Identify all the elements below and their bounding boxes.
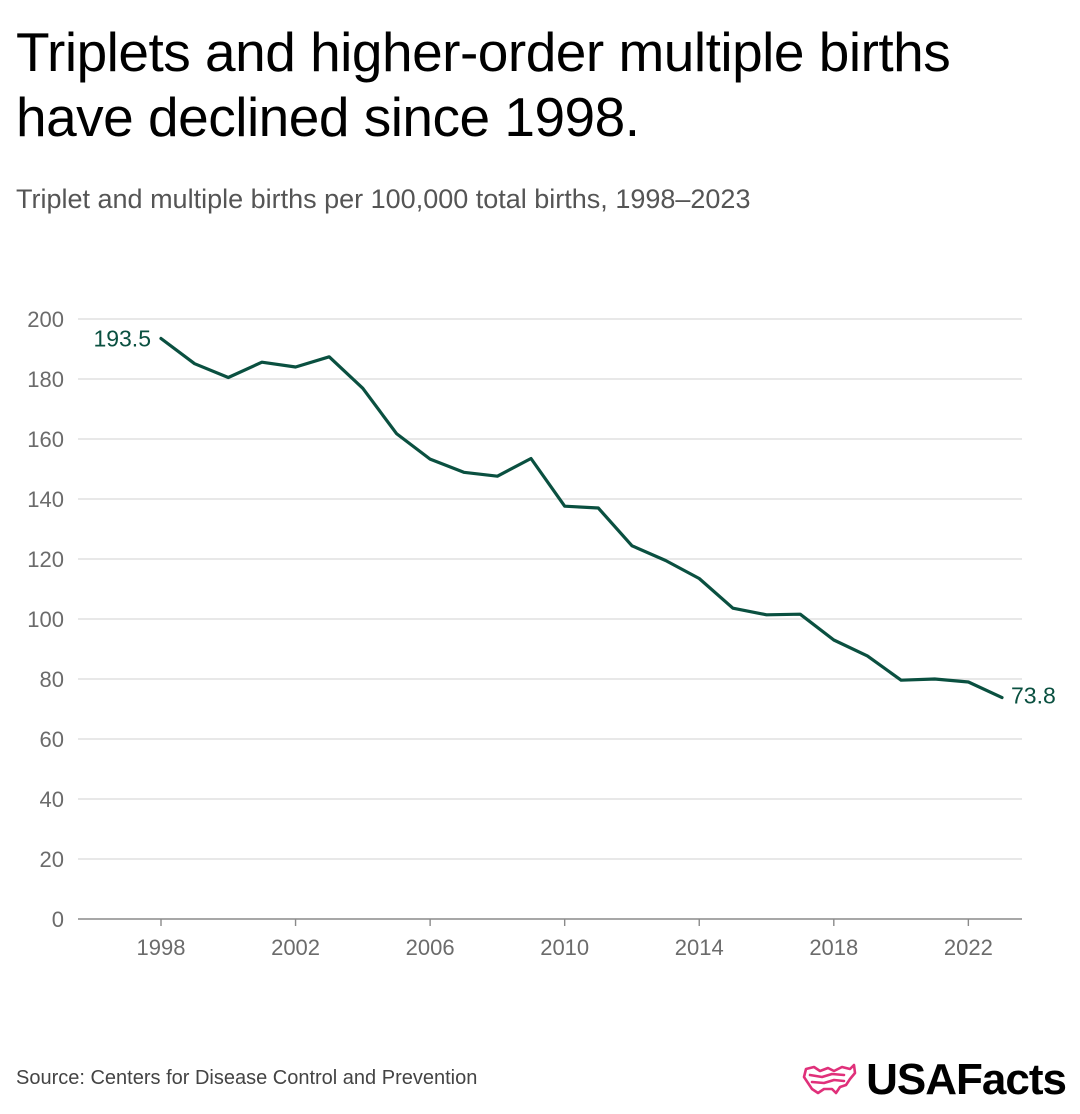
x-tick-label: 1998 — [137, 935, 186, 960]
y-tick-label: 20 — [40, 847, 64, 872]
x-tick-label: 2006 — [406, 935, 455, 960]
x-tick-label: 2014 — [675, 935, 724, 960]
y-tick-label: 200 — [27, 307, 64, 332]
brand-name: USAFacts — [866, 1055, 1067, 1104]
x-tick-label: 2010 — [540, 935, 589, 960]
y-tick-label: 100 — [27, 607, 64, 632]
y-tick-label: 0 — [52, 907, 64, 932]
line-chart: 0 20 40 60 80 100 120 140 160 180 200 1998 2002 2006 2… — [27, 307, 1056, 960]
x-tick-label: 2002 — [271, 935, 320, 960]
y-tick-label: 120 — [27, 547, 64, 572]
brand-logo: USAFacts — [800, 1052, 1067, 1108]
y-tick-label: 60 — [40, 727, 64, 752]
chart-subtitle: Triplet and multiple births per 100,000 … — [16, 184, 751, 214]
us-map-flag-icon — [802, 1063, 857, 1095]
y-tick-label: 40 — [40, 787, 64, 812]
source-note: Source: Centers for Disease Control and … — [16, 1067, 478, 1089]
y-tick-label: 160 — [27, 427, 64, 452]
series-line — [159, 336, 1004, 700]
data-label-first: 193.5 — [93, 326, 151, 352]
x-tick-label: 2018 — [809, 935, 858, 960]
x-tick-label: 2022 — [944, 935, 993, 960]
y-tick-label: 80 — [40, 667, 64, 692]
y-tick-label: 140 — [27, 487, 64, 512]
y-tick-label: 180 — [27, 367, 64, 392]
chart-title: Triplets and higher-order multiple birth… — [16, 21, 951, 148]
data-label-last: 73.8 — [1011, 683, 1056, 709]
